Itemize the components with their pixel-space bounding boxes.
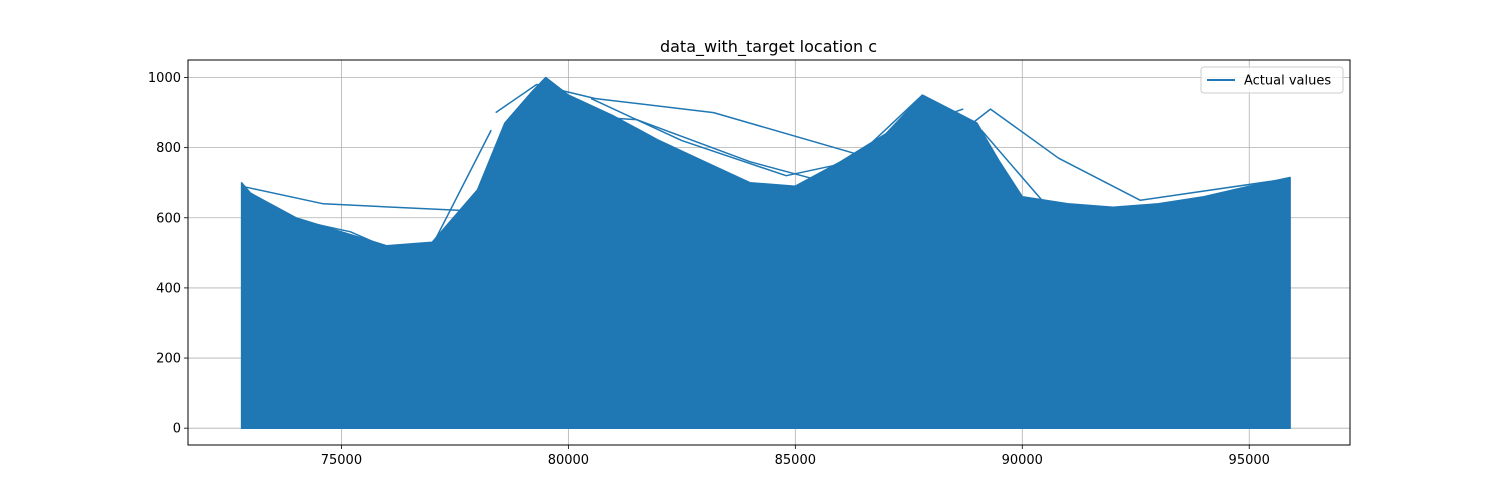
y-tick-label: 400 bbox=[156, 281, 181, 296]
y-tick-label: 800 bbox=[156, 141, 181, 156]
series-line-segment bbox=[241, 112, 515, 212]
series-line-segment bbox=[590, 97, 964, 177]
x-tick-label: 85000 bbox=[775, 453, 816, 468]
series-line-segment bbox=[255, 129, 492, 265]
legend: Actual values bbox=[1200, 66, 1344, 94]
x-tick-label: 90000 bbox=[1002, 453, 1043, 468]
plot-frame bbox=[187, 59, 1351, 446]
x-tick-label: 75000 bbox=[321, 453, 362, 468]
data-series-actual-values bbox=[240, 76, 1291, 429]
series-envelope bbox=[240, 76, 1291, 429]
legend-label: Actual values bbox=[1244, 74, 1331, 89]
series-line-segment bbox=[931, 108, 1286, 202]
series-line-segment bbox=[495, 83, 923, 156]
series-line-segment bbox=[522, 111, 946, 187]
y-tick-label: 1000 bbox=[148, 71, 181, 86]
y-tick-label: 600 bbox=[156, 211, 181, 226]
axis-ticks: 75000 80000 85000 90000 95000 0 200 400 600 800 10… bbox=[148, 71, 1270, 468]
series-line-segment bbox=[980, 129, 1277, 219]
x-tick-label: 80000 bbox=[548, 453, 589, 468]
y-tick-label: 200 bbox=[156, 352, 181, 367]
legend-box bbox=[1200, 66, 1344, 94]
chart-title: data_with_target location c bbox=[660, 37, 877, 57]
plot-area: 75000 80000 85000 90000 95000 0 200 400 600 800 10… bbox=[148, 59, 1351, 468]
x-tick-label: 95000 bbox=[1229, 453, 1270, 468]
y-tick-label: 0 bbox=[173, 422, 181, 437]
